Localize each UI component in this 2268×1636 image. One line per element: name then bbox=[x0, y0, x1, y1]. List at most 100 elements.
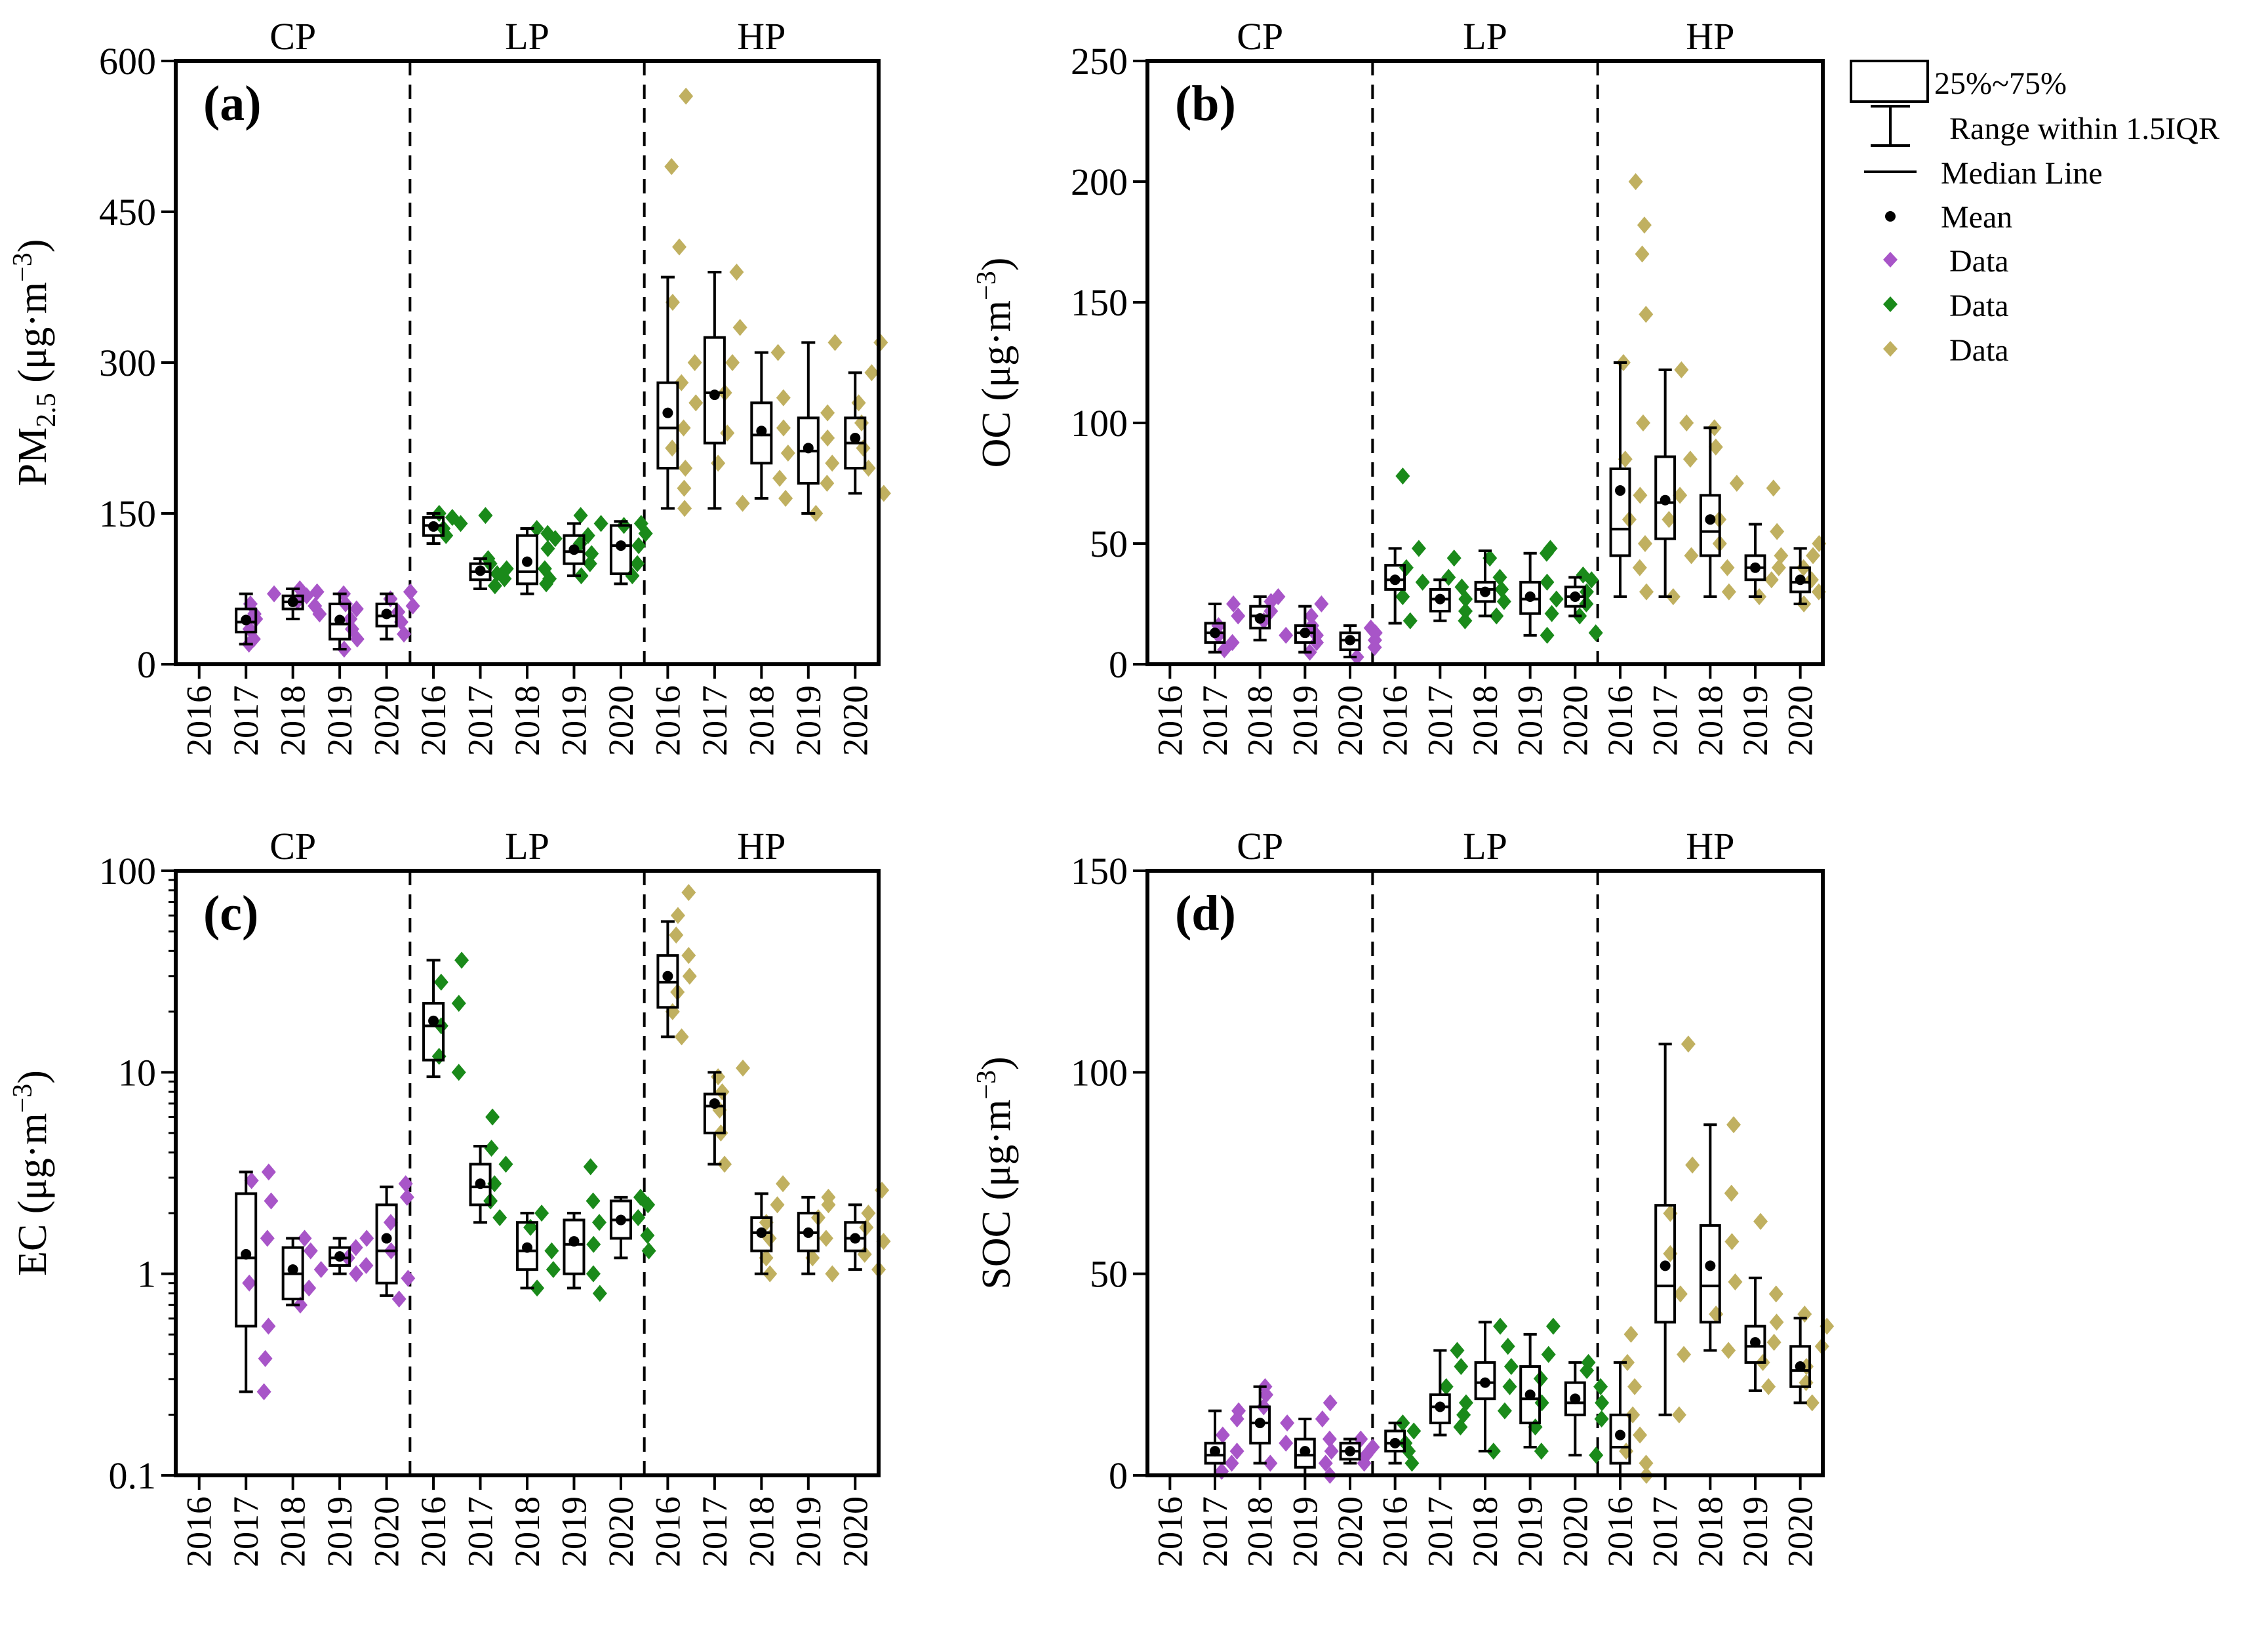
data-point bbox=[391, 1290, 407, 1308]
box-lp-2020 bbox=[1564, 1353, 1610, 1464]
x-tick-label: 2019 bbox=[789, 685, 828, 756]
iqr-box bbox=[235, 1192, 258, 1328]
x-tick-label: 2019 bbox=[789, 1496, 828, 1567]
mean-dot bbox=[1750, 1337, 1761, 1348]
data-point bbox=[1363, 619, 1378, 637]
data-point bbox=[586, 1192, 601, 1210]
box-lp-2019 bbox=[563, 507, 608, 585]
box-lp-2017 bbox=[469, 507, 514, 595]
data-point bbox=[530, 1279, 545, 1297]
plot-frame bbox=[174, 59, 881, 666]
data-point bbox=[478, 507, 493, 525]
iqr-box bbox=[328, 603, 351, 641]
data-point bbox=[677, 479, 692, 497]
data-point bbox=[770, 1196, 785, 1214]
data-point bbox=[1721, 1342, 1736, 1359]
x-tick-label: 2020 bbox=[835, 685, 875, 756]
x-tick-label: 2020 bbox=[1781, 685, 1820, 756]
data-point bbox=[1639, 583, 1654, 601]
box-hp-2017 bbox=[703, 264, 750, 512]
data-point bbox=[780, 445, 795, 462]
y-tick-label: 450 bbox=[99, 191, 156, 233]
data-point bbox=[861, 1205, 876, 1222]
iqr-box bbox=[1474, 1361, 1496, 1401]
legend-label-box: 25%~75% bbox=[1934, 66, 2067, 101]
iqr-box bbox=[1789, 566, 1812, 593]
iqr-box bbox=[1789, 1345, 1812, 1388]
data-point bbox=[487, 577, 502, 595]
data-point bbox=[1496, 593, 1511, 610]
legend: 25%~75% Range within 1.5IQR Median Line … bbox=[1850, 60, 2219, 368]
legend-label-data-hp: Data bbox=[1949, 333, 2009, 368]
iqr-box bbox=[703, 336, 726, 445]
data-point bbox=[625, 567, 640, 585]
data-point bbox=[454, 951, 469, 969]
data-point bbox=[1500, 1338, 1515, 1355]
data-point bbox=[433, 973, 448, 991]
box-cp-2017 bbox=[1204, 1402, 1246, 1480]
x-tick-label: 2016 bbox=[414, 685, 453, 756]
data-point bbox=[682, 967, 697, 985]
data-point bbox=[1411, 540, 1426, 557]
y-tick-label: 100 bbox=[1071, 1051, 1128, 1094]
x-tick-label: 2018 bbox=[1241, 685, 1280, 756]
data-point bbox=[1806, 547, 1821, 565]
group-label-lp: LP bbox=[1463, 15, 1507, 58]
data-point bbox=[1635, 245, 1650, 263]
data-point bbox=[1365, 1438, 1380, 1456]
data-point bbox=[403, 583, 418, 601]
mean-dot bbox=[1750, 562, 1761, 573]
data-point bbox=[729, 264, 744, 281]
mean-dot bbox=[1389, 1437, 1401, 1448]
data-point bbox=[641, 1242, 656, 1260]
data-point bbox=[1637, 535, 1652, 552]
data-point bbox=[256, 1383, 271, 1401]
mean-dot bbox=[241, 614, 252, 626]
data-point bbox=[1454, 578, 1469, 596]
mean-dot bbox=[475, 1178, 486, 1189]
data-point bbox=[591, 1214, 607, 1231]
mean-dot bbox=[1435, 1401, 1446, 1412]
data-point bbox=[717, 1155, 732, 1173]
data-point bbox=[1280, 1414, 1295, 1432]
data-point bbox=[261, 1317, 276, 1335]
x-tick-label: 2019 bbox=[320, 1496, 359, 1567]
box-hp-2016 bbox=[656, 87, 704, 517]
iqr-box bbox=[1294, 1437, 1316, 1469]
group-label-lp: LP bbox=[505, 15, 549, 58]
data-point bbox=[725, 354, 740, 371]
data-point bbox=[359, 1256, 374, 1274]
mean-dot bbox=[381, 609, 392, 620]
data-point bbox=[1395, 467, 1410, 485]
data-point bbox=[1661, 511, 1677, 529]
x-tick-label: 2016 bbox=[1150, 685, 1189, 756]
legend-label-median: Median Line bbox=[1941, 156, 2103, 191]
data-point bbox=[1729, 475, 1744, 492]
x-tick-label: 2019 bbox=[1285, 1496, 1324, 1567]
x-tick-label: 2018 bbox=[273, 685, 313, 756]
y-tick-label: 10 bbox=[118, 1051, 156, 1094]
iqr-box bbox=[1744, 1325, 1766, 1364]
y-axis-title-close: ) bbox=[974, 258, 1019, 271]
legend-label-whisker: Range within 1.5IQR bbox=[1949, 111, 2219, 146]
data-point bbox=[1271, 588, 1286, 605]
box-hp-2016 bbox=[656, 884, 697, 1046]
legend-whisker-symbol bbox=[1871, 105, 1910, 147]
box-hp-2020 bbox=[844, 334, 891, 502]
data-point bbox=[711, 1068, 726, 1086]
data-point bbox=[1263, 1454, 1278, 1472]
data-point bbox=[1458, 612, 1473, 629]
x-tick-label: 2019 bbox=[1736, 685, 1775, 756]
data-point bbox=[669, 926, 684, 944]
x-tick-label: 2016 bbox=[1376, 685, 1415, 756]
x-tick-label: 2017 bbox=[461, 685, 500, 756]
data-point bbox=[732, 319, 747, 336]
data-point bbox=[592, 1285, 607, 1302]
data-point bbox=[1231, 607, 1246, 625]
x-tick-label: 2020 bbox=[1330, 1496, 1370, 1567]
group-label-lp: LP bbox=[1463, 825, 1507, 868]
box-hp-2017 bbox=[1654, 1035, 1700, 1424]
box-hp-2018 bbox=[1699, 1116, 1743, 1359]
x-tick-label: 2017 bbox=[1195, 1496, 1235, 1567]
x-tick-label: 2018 bbox=[1465, 1496, 1505, 1567]
